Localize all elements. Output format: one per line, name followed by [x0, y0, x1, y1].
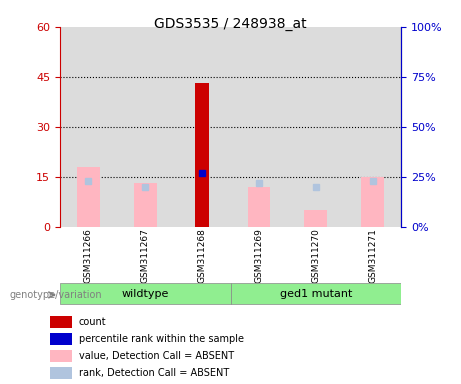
Text: rank, Detection Call = ABSENT: rank, Detection Call = ABSENT [78, 368, 229, 378]
Text: genotype/variation: genotype/variation [9, 290, 102, 300]
Bar [230, 283, 401, 304]
Text: GSM311269: GSM311269 [254, 228, 263, 283]
Bar [248, 187, 270, 227]
Bar [50, 316, 72, 328]
Text: GSM311266: GSM311266 [84, 228, 93, 283]
Text: wildtype: wildtype [122, 289, 169, 299]
Bar [304, 210, 327, 227]
Bar [60, 283, 230, 304]
Bar [50, 367, 72, 379]
Text: percentile rank within the sample: percentile rank within the sample [78, 334, 243, 344]
Text: GSM311270: GSM311270 [311, 228, 320, 283]
Bar [134, 183, 157, 227]
Bar [361, 177, 384, 227]
Text: GDS3535 / 248938_at: GDS3535 / 248938_at [154, 17, 307, 31]
Bar [77, 167, 100, 227]
Bar [50, 333, 72, 345]
Text: GSM311271: GSM311271 [368, 228, 377, 283]
Bar [195, 83, 209, 227]
Text: value, Detection Call = ABSENT: value, Detection Call = ABSENT [78, 351, 234, 361]
Text: GSM311267: GSM311267 [141, 228, 150, 283]
Text: ged1 mutant: ged1 mutant [280, 289, 352, 299]
Text: count: count [78, 317, 106, 327]
Text: GSM311268: GSM311268 [198, 228, 207, 283]
Bar [50, 350, 72, 362]
